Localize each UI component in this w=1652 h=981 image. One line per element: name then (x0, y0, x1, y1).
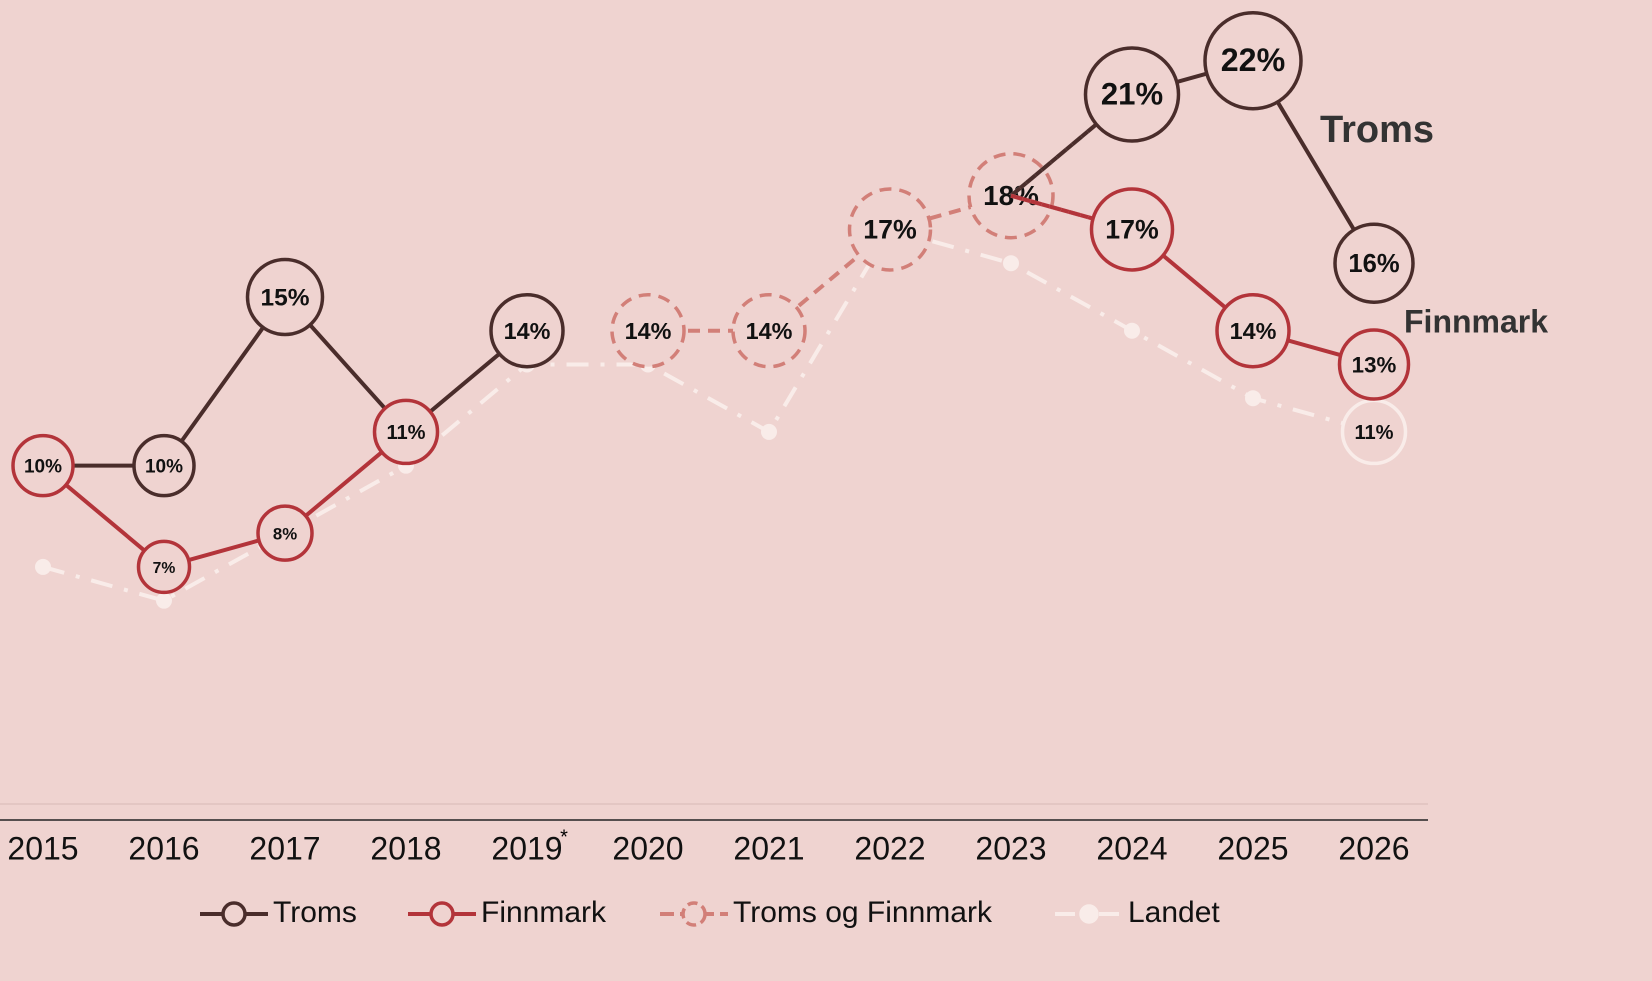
line (42, 227, 1375, 603)
point (1083, 46, 1181, 143)
point (1245, 390, 1261, 407)
legend-marker (221, 901, 247, 927)
series-line (42, 227, 1375, 603)
point (35, 558, 51, 575)
value-label: 13% (1352, 352, 1397, 377)
legend-item: Troms (200, 896, 357, 929)
x-tick-label: 2020 (612, 830, 683, 866)
point (245, 257, 325, 337)
series-line (1010, 193, 1375, 367)
value-label: 14% (504, 318, 551, 344)
value-label: 17% (1105, 215, 1159, 245)
value-label: 14% (746, 318, 793, 344)
point (847, 187, 933, 272)
value-label: 16% (1348, 250, 1399, 278)
point (1203, 10, 1303, 111)
line (41, 430, 408, 570)
series-line (41, 430, 408, 570)
line (1009, 58, 1376, 265)
point (1124, 322, 1140, 339)
point (1003, 255, 1019, 272)
line (648, 193, 1012, 333)
x-tick-label: 2021 (733, 830, 804, 866)
legend-label: Troms og Finnmark (733, 896, 993, 929)
legend-label: Finnmark (481, 896, 607, 929)
series-end-label: Finnmark (1404, 303, 1548, 339)
series-line (648, 193, 1012, 333)
annotation: * (560, 826, 568, 848)
value-label: 14% (625, 318, 672, 344)
value-label: 17% (863, 215, 917, 245)
x-tick-label: 2023 (975, 830, 1046, 866)
value-label: 11% (1354, 422, 1393, 444)
x-tick-label: 2025 (1217, 830, 1288, 866)
legend-marker (1079, 904, 1099, 924)
legend-label: Landet (1128, 896, 1220, 929)
value-label: 15% (260, 284, 309, 311)
series-end-label: Troms (1320, 109, 1434, 151)
point (610, 292, 686, 369)
x-tick-label: 2017 (249, 830, 320, 866)
point (156, 592, 172, 609)
value-label: 14% (1230, 318, 1277, 344)
legend-marker (681, 901, 707, 927)
point (136, 539, 192, 595)
point (489, 292, 565, 369)
legend-item: Landet (1055, 896, 1220, 929)
line (1010, 193, 1375, 367)
point (256, 504, 314, 562)
point (11, 433, 75, 498)
point (1089, 187, 1175, 272)
x-tick-label: 2015 (7, 830, 78, 866)
series-line (1009, 58, 1376, 265)
value-label: 8% (273, 525, 297, 544)
legend-label: Troms (273, 896, 357, 929)
value-label: 10% (24, 457, 62, 478)
point (731, 292, 807, 369)
value-label: 22% (1221, 42, 1285, 78)
point (372, 398, 440, 466)
value-label: 10% (145, 457, 183, 478)
value-label: 7% (153, 560, 176, 577)
value-label: 21% (1101, 77, 1163, 112)
x-tick-label: 2018 (370, 830, 441, 866)
point (132, 433, 196, 498)
point (1337, 328, 1411, 401)
x-tick-label: 2024 (1096, 830, 1167, 866)
point (1215, 292, 1291, 369)
x-tick-label: 2019 (491, 830, 562, 866)
point (1333, 222, 1415, 304)
legend-item: Finnmark (408, 896, 607, 929)
value-label: 11% (386, 422, 425, 444)
x-tick-label: 2016 (128, 830, 199, 866)
point (761, 423, 777, 440)
x-tick-label: 2022 (854, 830, 925, 866)
legend-item: Troms og Finnmark (660, 896, 993, 929)
x-tick-label: 2026 (1338, 830, 1409, 866)
legend-marker (429, 901, 455, 927)
